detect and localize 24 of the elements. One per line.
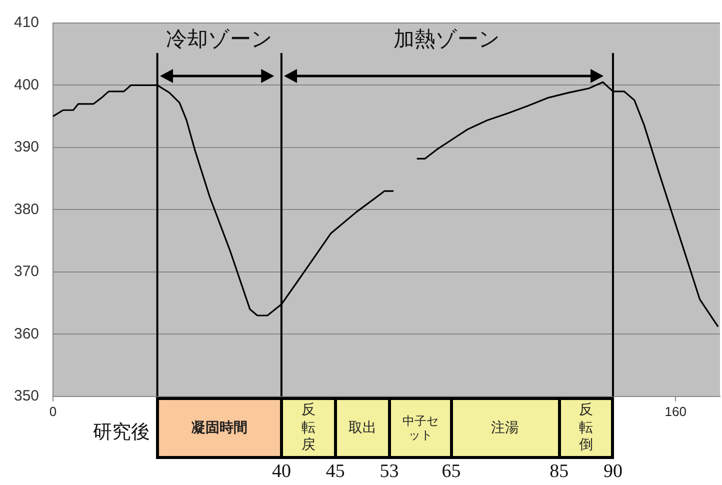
text: 65 xyxy=(442,461,461,484)
y-tick-label: 370 xyxy=(14,263,40,280)
annotation: 冷却ゾーン xyxy=(166,26,273,53)
text: 40 xyxy=(272,461,291,484)
text: 研究後 xyxy=(92,420,150,446)
text: 反転倒 xyxy=(579,402,594,455)
y-tick-label: 360 xyxy=(14,325,40,342)
x-tick-label: 0 xyxy=(49,404,57,419)
text: 反転戻 xyxy=(301,402,316,455)
y-tick-label: 390 xyxy=(14,138,40,156)
text: 53 xyxy=(380,461,399,484)
text: 90 xyxy=(603,461,622,484)
text: 凝固時間 xyxy=(191,420,248,437)
y-tick-label: 380 xyxy=(14,200,40,218)
y-tick-label: 400 xyxy=(14,76,40,94)
text: 中子セット xyxy=(402,414,438,443)
text: 45 xyxy=(326,461,345,484)
annotation: 加熱ゾーン xyxy=(394,26,501,53)
text: 取出 xyxy=(348,420,376,437)
text: 注湯 xyxy=(491,420,520,437)
x-tick-label: 160 xyxy=(664,404,686,419)
y-tick-label: 410 xyxy=(14,14,40,32)
y-tick-label: 350 xyxy=(14,388,40,405)
text: 85 xyxy=(550,461,569,484)
